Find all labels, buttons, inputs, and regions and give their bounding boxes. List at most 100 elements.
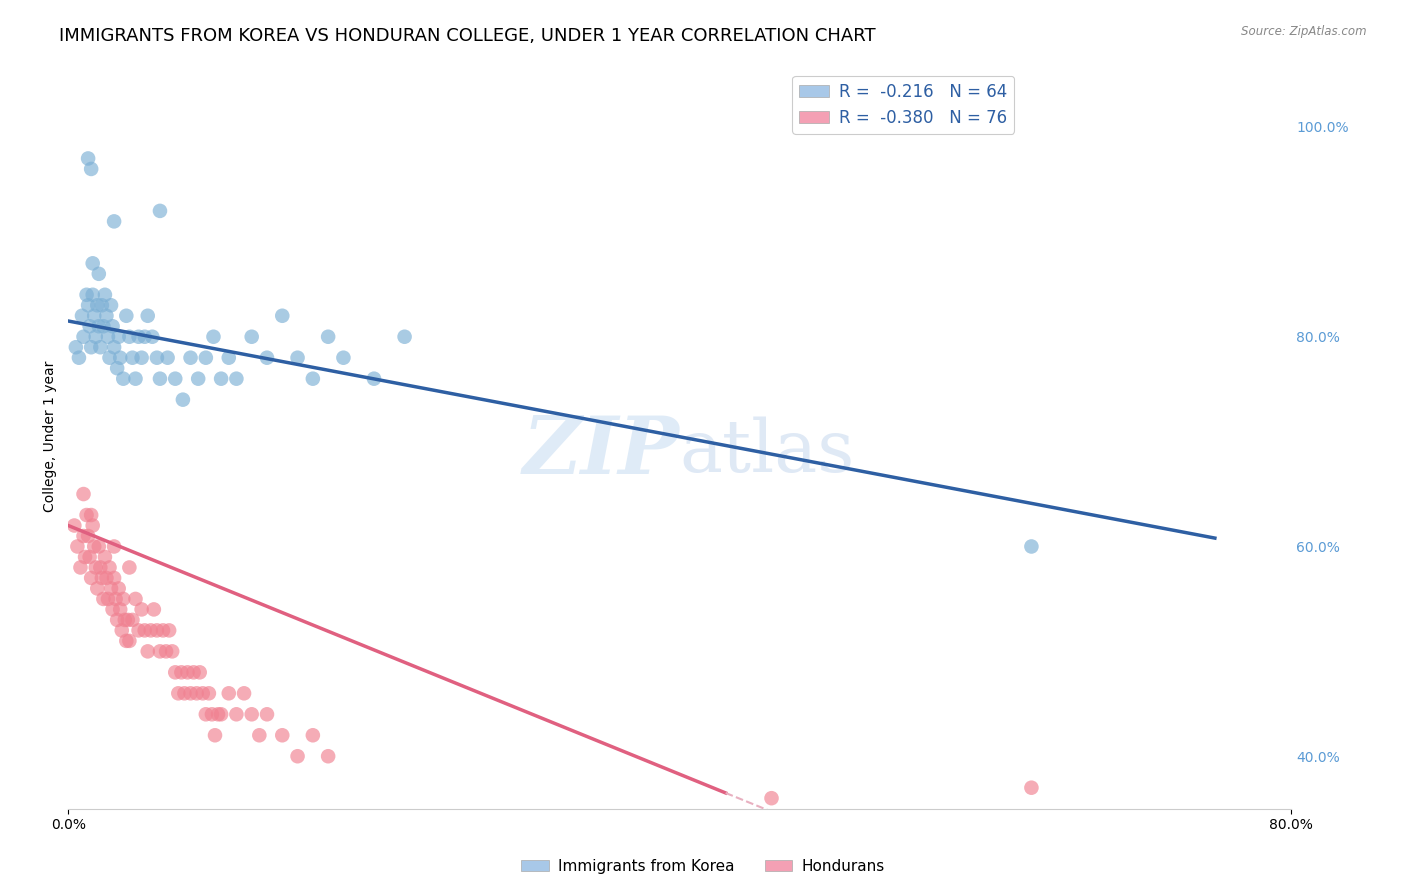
Point (207, 707, 229, 722)
Point (128, 330, 150, 344)
Point (103, 540, 125, 554)
Point (118, 560, 141, 574)
Y-axis label: College, Under 1 year: College, Under 1 year (44, 360, 58, 512)
Point (63, 518, 86, 533)
Point (80, 508, 103, 522)
Point (96, 309, 118, 323)
Point (72, 330, 94, 344)
Point (103, 340, 125, 354)
Point (90, 298, 112, 312)
Point (117, 613, 139, 627)
Point (155, 644, 177, 658)
Point (80, 340, 103, 354)
Text: Source: ZipAtlas.com: Source: ZipAtlas.com (1241, 25, 1367, 38)
Point (332, 351, 354, 365)
Point (76, 287, 98, 301)
Point (118, 633, 141, 648)
Point (100, 582, 122, 596)
Point (65, 340, 87, 354)
Point (70, 309, 93, 323)
Point (1021, 780, 1043, 795)
Point (180, 686, 202, 700)
Point (134, 624, 156, 638)
Point (173, 686, 195, 700)
Point (287, 749, 309, 764)
Point (180, 351, 202, 365)
Point (209, 707, 232, 722)
Point (69, 560, 91, 574)
Point (176, 665, 198, 680)
Legend: R =  -0.216   N = 64, R =  -0.380   N = 76: R = -0.216 N = 64, R = -0.380 N = 76 (793, 76, 1014, 134)
Point (84, 330, 107, 344)
Point (156, 351, 179, 365)
Point (124, 372, 146, 386)
Point (107, 582, 129, 596)
Point (98, 560, 121, 574)
Point (134, 330, 156, 344)
Point (72, 487, 94, 501)
Point (89, 340, 111, 354)
Point (1021, 540, 1043, 554)
Point (128, 624, 150, 638)
Point (87, 267, 110, 281)
Point (115, 633, 138, 648)
Point (165, 665, 187, 680)
Point (108, 351, 131, 365)
Point (316, 330, 339, 344)
Point (256, 351, 278, 365)
Point (82, 287, 104, 301)
Point (112, 372, 135, 386)
Point (363, 372, 385, 386)
Point (240, 707, 263, 722)
Point (198, 686, 221, 700)
Point (87, 540, 110, 554)
Point (82, 256, 104, 270)
Point (94, 287, 117, 301)
Point (124, 591, 146, 606)
Point (77, 152, 100, 166)
Point (77, 529, 100, 543)
Point (131, 602, 153, 616)
Point (72, 529, 94, 543)
Point (146, 351, 169, 365)
Point (84, 560, 107, 574)
Point (98, 351, 121, 365)
Point (105, 613, 128, 627)
Point (104, 591, 127, 606)
Point (67, 351, 90, 365)
Point (187, 372, 209, 386)
Point (79, 319, 101, 334)
Text: IMMIGRANTS FROM KOREA VS HONDURAN COLLEGE, UNDER 1 YEAR CORRELATION CHART: IMMIGRANTS FROM KOREA VS HONDURAN COLLEG… (59, 27, 876, 45)
Point (94, 549, 117, 564)
Text: ZIP: ZIP (523, 412, 679, 490)
Point (202, 330, 225, 344)
Point (316, 749, 339, 764)
Point (103, 571, 125, 585)
Point (136, 309, 159, 323)
Point (101, 602, 124, 616)
Point (77, 298, 100, 312)
Point (83, 540, 105, 554)
Point (271, 728, 294, 742)
Point (86, 298, 108, 312)
Point (90, 571, 112, 585)
Point (761, 791, 783, 805)
Point (160, 644, 183, 658)
Point (73, 549, 96, 564)
Point (87, 319, 110, 334)
Point (96, 571, 118, 585)
Point (204, 728, 226, 742)
Point (218, 686, 240, 700)
Text: atlas: atlas (679, 416, 855, 486)
Point (136, 644, 159, 658)
Point (183, 665, 205, 680)
Point (131, 351, 153, 365)
Point (302, 372, 325, 386)
Point (152, 624, 174, 638)
Point (194, 351, 217, 365)
Point (115, 309, 138, 323)
Point (287, 351, 309, 365)
Point (83, 309, 105, 323)
Point (139, 624, 162, 638)
Point (149, 203, 172, 218)
